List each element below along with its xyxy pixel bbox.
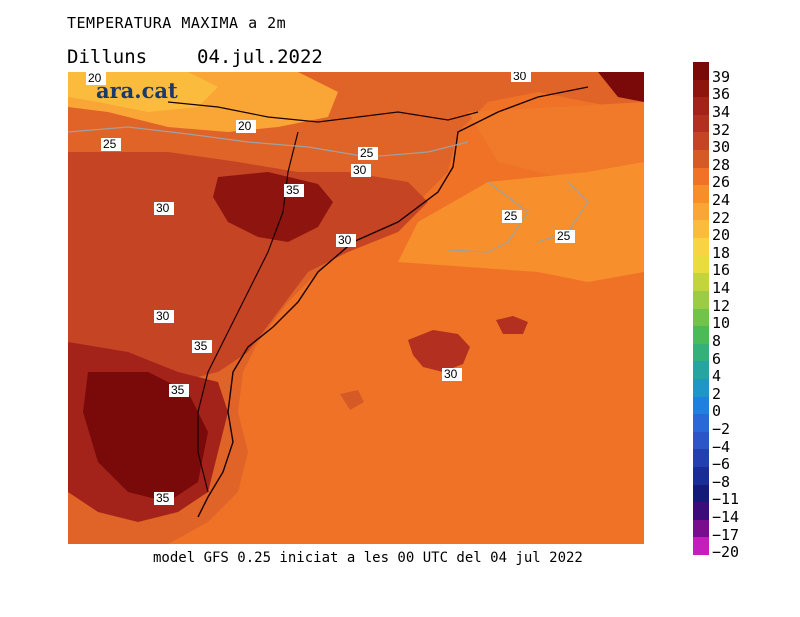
contour-label: 35 [194,339,208,353]
contour-label: 30 [156,201,170,215]
contour-label: 25 [557,229,571,243]
legend-label: −11 [712,490,740,509]
contour-label: 20 [88,72,102,85]
legend-label: −2 [712,419,731,438]
legend-label: 36 [712,85,731,104]
legend-swatch [693,449,709,468]
legend-label: 28 [712,155,731,174]
legend-label: 10 [712,314,731,333]
legend-label: −14 [712,507,740,526]
hot-core-southwest [83,372,208,502]
legend-swatch [693,132,709,151]
isotherm-grey-2 [447,181,529,253]
legend-label: 30 [712,138,731,157]
legend-label: 32 [712,120,731,139]
legend-swatch [693,255,709,274]
legend-label: 16 [712,261,731,280]
legend-swatch [693,537,709,556]
legend-swatch [693,343,709,362]
legend-swatch [693,414,709,433]
legend-swatch [693,361,709,380]
legend-label: 39 [712,67,731,86]
isotherm-grey-3 [537,181,589,243]
contour-label: 35 [156,491,170,505]
contour-label: 25 [103,137,117,151]
legend-label: 18 [712,243,731,262]
forecast-date: 04.jul.2022 [197,46,323,68]
legend-label: −20 [712,543,740,562]
legend-swatch [693,308,709,327]
hot-corner-northeast [598,72,644,102]
legend-swatch [693,202,709,221]
legend-swatch [693,185,709,204]
contour-label: 20 [238,119,252,133]
legend-label: 26 [712,173,731,192]
legend-swatch [693,466,709,486]
legend-swatch [693,150,709,169]
coastline [197,86,589,518]
contour-label: 35 [286,183,300,197]
legend-swatch [693,502,709,521]
island-large [408,330,470,372]
contour-label: 30 [156,309,170,323]
contour-label: 30 [513,72,527,83]
legend-label: 0 [712,402,722,421]
legend-label: 2 [712,384,722,403]
legend-swatch [693,220,709,239]
legend-label: −6 [712,455,731,474]
legend-swatch [693,238,709,257]
legend-swatch [693,97,709,116]
contour-label: 25 [360,146,374,160]
temperature-map: 20 20 25 25 25 25 30 30 30 30 30 30 35 3… [68,72,644,544]
contour-label: 30 [338,233,352,247]
legend-label: −17 [712,525,740,544]
legend-swatch [693,396,709,415]
legend-swatch [693,273,709,292]
legend-swatch [693,114,709,133]
map-title: TEMPERATURA MAXIMA a 2m [67,14,287,32]
ara-cat-logo: ara.cat [96,78,178,103]
legend-swatch [693,290,709,309]
legend-label: −8 [712,472,731,491]
contour-label: 30 [353,163,367,177]
contour-labels: 20 20 25 25 25 25 30 30 30 30 30 30 35 3… [86,72,575,505]
legend-swatch [693,167,709,186]
east-upper-region [468,102,644,182]
legend-swatch [693,62,709,81]
legend-label: −4 [712,437,731,456]
legend-swatch [693,79,709,98]
legend-label: 20 [712,226,731,245]
legend-label: 12 [712,296,731,315]
legend-label: 6 [712,349,722,368]
island-small [496,316,528,334]
model-run-caption: model GFS 0.25 iniciat a les 00 UTC del … [153,550,583,566]
legend-swatch [693,378,709,398]
contour-label: 30 [444,367,458,381]
legend-swatch [693,326,709,345]
color-legend [693,62,709,556]
legend-label: 22 [712,208,731,227]
island-tiny [340,390,364,410]
contour-label: 35 [171,383,185,397]
contour-label: 25 [504,209,518,223]
forecast-day: Dilluns [67,46,148,68]
isotherm-grey-1 [68,126,469,158]
legend-label: 24 [712,191,731,210]
legend-label: 4 [712,367,722,386]
legend-swatch [693,519,709,538]
legend-label: 8 [712,331,722,350]
legend-label: 14 [712,279,731,298]
legend-swatch [693,484,709,503]
legend-swatch [693,431,709,450]
border-north [167,101,479,123]
legend-label: 34 [712,103,731,122]
